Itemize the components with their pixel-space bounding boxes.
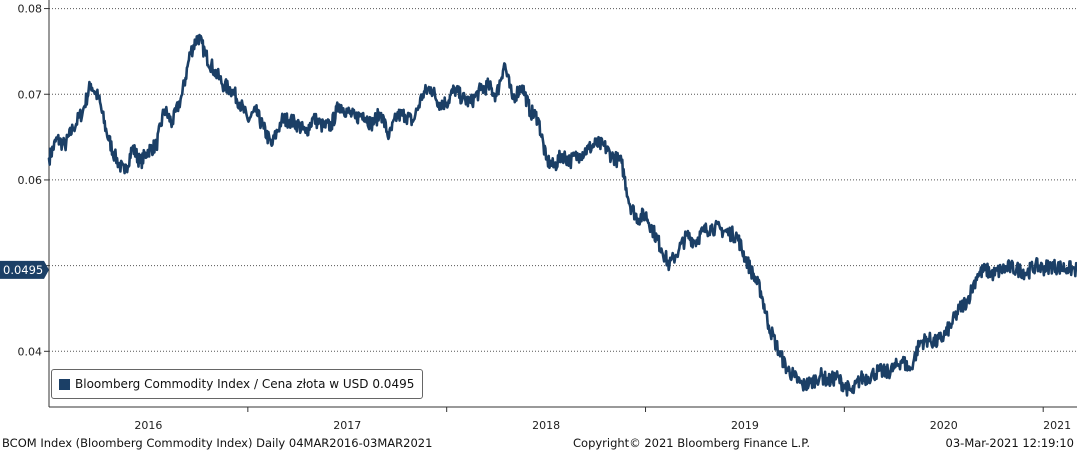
y-tick-label: 0.08	[18, 3, 43, 16]
y-tick-label: 0.06	[18, 174, 43, 187]
legend-swatch	[59, 378, 70, 390]
x-tick-label: 2018	[532, 419, 560, 432]
chart-legend: Bloomberg Commodity Index / Cena złota w…	[51, 369, 424, 399]
footer-copyright: Copyright© 2021 Bloomberg Finance L.P.	[573, 436, 810, 450]
x-tick-label: 2017	[333, 419, 361, 432]
line-chart: 0.04 0.06 0.07 0.08 2016 2017 2018 2019 2020 2021…	[0, 0, 1077, 432]
chart-footer: BCOM Index (Bloomberg Commodity Index) D…	[0, 436, 1077, 453]
x-tick-label: 2016	[134, 419, 162, 432]
x-tick-label: 2020	[930, 419, 958, 432]
current-value-marker	[0, 260, 49, 279]
footer-timestamp: 03-Mar-2021 12:19:10	[945, 436, 1074, 450]
x-tick-label: 2019	[731, 419, 759, 432]
footer-security-info: BCOM Index (Bloomberg Commodity Index) D…	[2, 436, 433, 450]
x-tick-label: 2021	[1043, 419, 1071, 432]
current-value-label: 0.0495	[3, 263, 43, 277]
y-tick-label: 0.04	[18, 345, 43, 358]
series-line	[47, 33, 1077, 397]
legend-label: Bloomberg Commodity Index / Cena złota w…	[75, 377, 415, 391]
y-tick-label: 0.07	[18, 88, 43, 101]
